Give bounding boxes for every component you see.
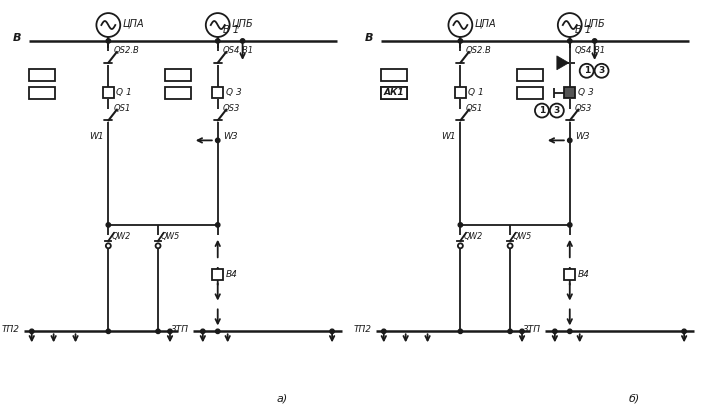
Text: В: В bbox=[12, 33, 21, 43]
Text: W3: W3 bbox=[223, 132, 237, 141]
Bar bbox=[212, 87, 223, 98]
Bar bbox=[29, 69, 55, 81]
Text: ТП2: ТП2 bbox=[354, 325, 372, 334]
Polygon shape bbox=[556, 56, 569, 70]
Bar bbox=[212, 269, 223, 280]
Circle shape bbox=[568, 39, 572, 43]
Text: 3ТП: 3ТП bbox=[171, 325, 189, 334]
Circle shape bbox=[200, 329, 205, 333]
Circle shape bbox=[382, 329, 386, 333]
Circle shape bbox=[106, 223, 110, 227]
Circle shape bbox=[458, 329, 462, 333]
Bar bbox=[564, 87, 575, 98]
Text: QW2: QW2 bbox=[463, 232, 483, 241]
Text: 1: 1 bbox=[583, 66, 590, 75]
Text: АК1: АК1 bbox=[31, 88, 52, 97]
Bar bbox=[564, 269, 575, 280]
Circle shape bbox=[520, 329, 524, 333]
Text: Q 1: Q 1 bbox=[116, 88, 132, 97]
Text: АКS: АКS bbox=[520, 70, 540, 79]
Bar bbox=[517, 87, 543, 99]
Bar bbox=[381, 87, 406, 99]
Text: QW5: QW5 bbox=[161, 232, 181, 241]
Circle shape bbox=[106, 329, 110, 333]
Text: W3: W3 bbox=[575, 132, 589, 141]
Text: QW2: QW2 bbox=[111, 232, 130, 241]
Text: 1: 1 bbox=[539, 106, 545, 115]
Bar bbox=[165, 87, 191, 99]
Text: АКS: АКS bbox=[31, 70, 52, 79]
Bar bbox=[381, 69, 406, 81]
Circle shape bbox=[458, 39, 462, 43]
Text: QS2.В: QS2.В bbox=[465, 46, 491, 55]
Text: ТП2: ТП2 bbox=[2, 325, 20, 334]
Bar bbox=[455, 87, 466, 98]
Text: а): а) bbox=[277, 394, 288, 404]
Text: QS3: QS3 bbox=[575, 104, 592, 113]
Text: В4: В4 bbox=[578, 270, 590, 279]
Bar bbox=[103, 87, 114, 98]
Text: ЦПА: ЦПА bbox=[122, 18, 144, 28]
Text: В4: В4 bbox=[226, 270, 238, 279]
Circle shape bbox=[215, 223, 220, 227]
Text: АК3: АК3 bbox=[168, 88, 188, 97]
Text: Q 3: Q 3 bbox=[578, 88, 593, 97]
Circle shape bbox=[568, 329, 572, 333]
Text: В 1: В 1 bbox=[223, 25, 239, 35]
Bar bbox=[381, 87, 406, 99]
Circle shape bbox=[682, 329, 686, 333]
Text: Q 1: Q 1 bbox=[468, 88, 484, 97]
Text: б): б) bbox=[629, 394, 640, 404]
Text: QS4.В1: QS4.В1 bbox=[575, 46, 606, 55]
Text: АК1: АК1 bbox=[384, 88, 404, 97]
Circle shape bbox=[241, 39, 245, 43]
Circle shape bbox=[593, 39, 597, 43]
Text: ЦПБ: ЦПБ bbox=[583, 18, 605, 28]
Text: В 1: В 1 bbox=[575, 25, 591, 35]
Circle shape bbox=[156, 329, 160, 333]
Circle shape bbox=[330, 329, 334, 333]
Text: QS3: QS3 bbox=[223, 104, 240, 113]
Text: W1: W1 bbox=[441, 132, 455, 141]
Text: АКS: АКS bbox=[168, 70, 188, 79]
Circle shape bbox=[568, 138, 572, 142]
Circle shape bbox=[30, 329, 34, 333]
Text: QS2.В: QS2.В bbox=[113, 46, 139, 55]
Text: АК1: АК1 bbox=[384, 88, 404, 97]
Text: Q 3: Q 3 bbox=[226, 88, 241, 97]
Text: ЦПБ: ЦПБ bbox=[232, 18, 253, 28]
Text: 3ТП: 3ТП bbox=[523, 325, 541, 334]
Text: АК3: АК3 bbox=[520, 88, 540, 97]
Text: W1: W1 bbox=[88, 132, 103, 141]
Circle shape bbox=[215, 138, 220, 142]
Bar bbox=[165, 69, 191, 81]
Circle shape bbox=[508, 329, 513, 333]
Circle shape bbox=[568, 223, 572, 227]
Text: 3: 3 bbox=[554, 106, 560, 115]
Circle shape bbox=[458, 223, 462, 227]
Circle shape bbox=[553, 329, 557, 333]
Text: В: В bbox=[365, 33, 373, 43]
Text: QS1: QS1 bbox=[113, 104, 131, 113]
Text: АКS: АКS bbox=[383, 70, 404, 79]
Text: ЦПА: ЦПА bbox=[474, 18, 496, 28]
Circle shape bbox=[168, 329, 172, 333]
Text: QS4.В1: QS4.В1 bbox=[223, 46, 254, 55]
Text: QW5: QW5 bbox=[513, 232, 532, 241]
Circle shape bbox=[215, 329, 220, 333]
Text: 3: 3 bbox=[598, 66, 605, 75]
Text: QS1: QS1 bbox=[465, 104, 483, 113]
Bar bbox=[29, 87, 55, 99]
Circle shape bbox=[106, 39, 110, 43]
Bar bbox=[517, 69, 543, 81]
Circle shape bbox=[215, 39, 220, 43]
